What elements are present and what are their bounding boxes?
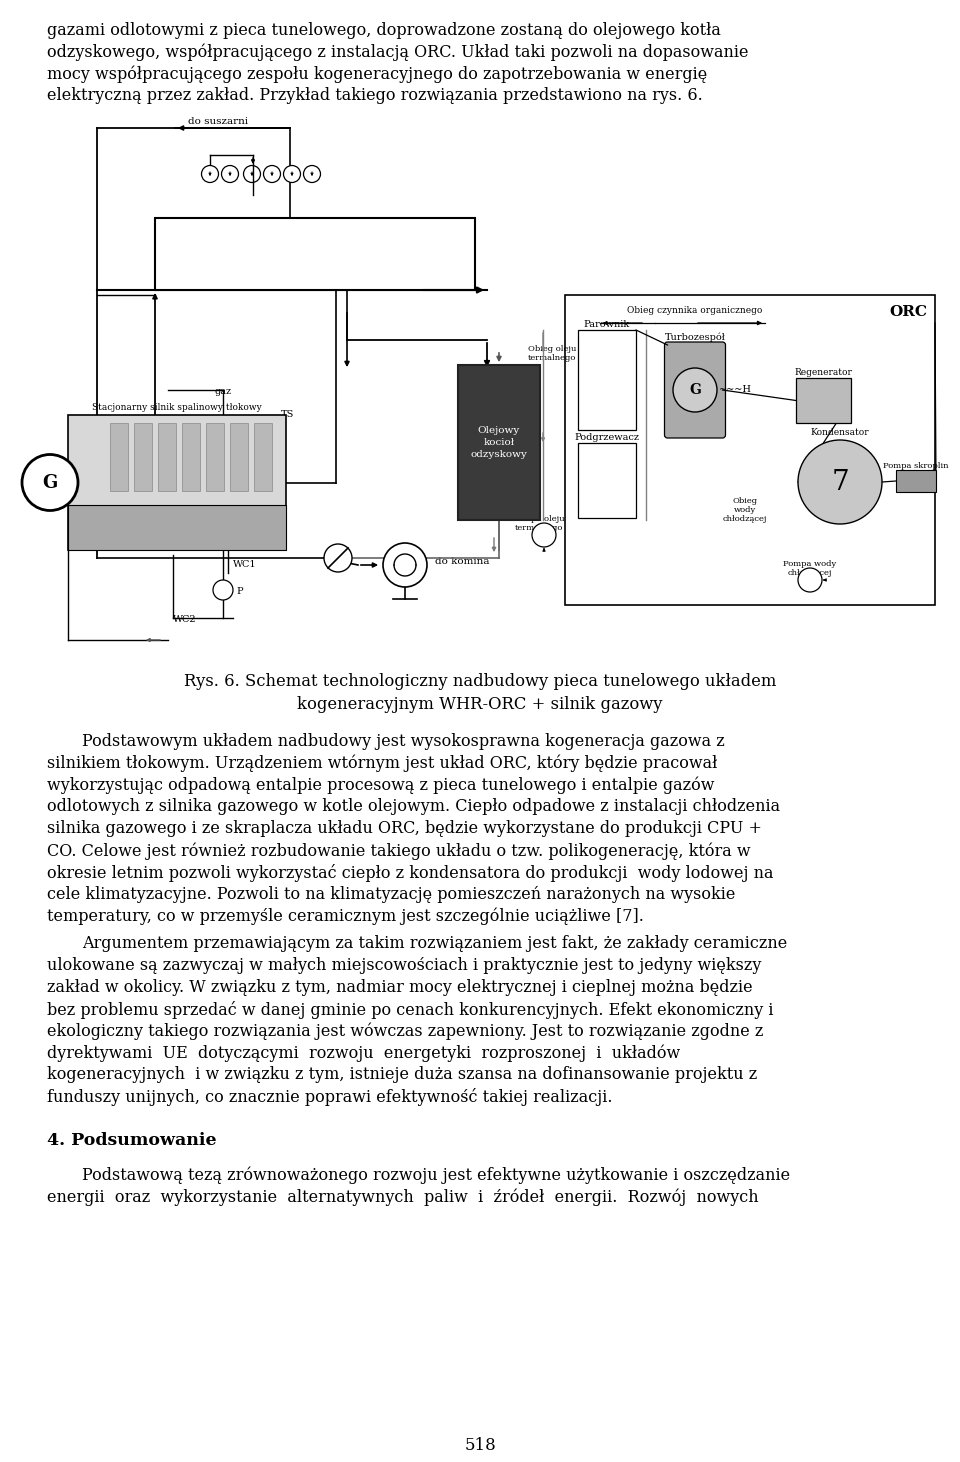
Bar — [896, 469, 936, 493]
Text: do suszarni: do suszarni — [188, 117, 248, 126]
Bar — [578, 330, 636, 430]
Text: kogeneracyjnych  i w związku z tym, istnieje duża szansa na dofinansowanie proje: kogeneracyjnych i w związku z tym, istni… — [47, 1066, 757, 1083]
Text: Podstawową tezą zrównoważonego rozwoju jest efektywne użytkowanie i oszczędzanie: Podstawową tezą zrównoważonego rozwoju j… — [82, 1167, 790, 1184]
Text: Pompa wody
chłodzącej: Pompa wody chłodzącej — [783, 560, 836, 577]
Text: 4. Podsumowanie: 4. Podsumowanie — [47, 1132, 217, 1149]
Text: WC1: WC1 — [233, 560, 256, 569]
Circle shape — [244, 165, 260, 183]
Text: cele klimatyzacyjne. Pozwoli to na klimatyzację pomieszczeń narażonych na wysoki: cele klimatyzacyjne. Pozwoli to na klima… — [47, 886, 735, 902]
Text: silnikiem tłokowym. Urządzeniem wtórnym jest układ ORC, który będzie pracował: silnikiem tłokowym. Urządzeniem wtórnym … — [47, 754, 717, 772]
Bar — [206, 423, 224, 491]
Text: Argumentem przemawiającym za takim rozwiązaniem jest fakt, że zakłady ceramiczne: Argumentem przemawiającym za takim rozwi… — [82, 936, 787, 952]
Text: Obieg czynnika organicznego: Obieg czynnika organicznego — [627, 306, 762, 314]
Text: wykorzystując odpadową entalpie procesową z pieca tunelowego i entalpie gazów: wykorzystując odpadową entalpie procesow… — [47, 776, 714, 794]
Text: Parownik: Parownik — [584, 320, 630, 329]
Bar — [458, 366, 540, 520]
Circle shape — [798, 440, 882, 523]
Bar — [565, 295, 935, 605]
Circle shape — [263, 165, 280, 183]
FancyBboxPatch shape — [664, 342, 726, 439]
Text: ~~~H: ~~~H — [719, 386, 752, 395]
Text: Rys. 6. Schemat technologiczny nadbudowy pieca tunelowego układem: Rys. 6. Schemat technologiczny nadbudowy… — [183, 673, 777, 690]
Text: G: G — [42, 474, 58, 491]
Bar — [182, 423, 200, 491]
Circle shape — [673, 368, 717, 412]
Text: elektryczną przez zakład. Przykład takiego rozwiązania przedstawiono na rys. 6.: elektryczną przez zakład. Przykład takie… — [47, 88, 703, 104]
Circle shape — [532, 523, 556, 547]
Bar — [134, 423, 152, 491]
Text: Pompa skroplin: Pompa skroplin — [883, 462, 948, 469]
Text: gazami odlotowymi z pieca tunelowego, doprowadzone zostaną do olejowego kotła: gazami odlotowymi z pieca tunelowego, do… — [47, 22, 721, 39]
Text: odlotowych z silnika gazowego w kotle olejowym. Ciepło odpadowe z instalacji chł: odlotowych z silnika gazowego w kotle ol… — [47, 798, 780, 816]
Text: Piec: Piec — [296, 238, 334, 257]
Text: temperatury, co w przemyśle ceramicznym jest szczególnie uciążliwe [7].: temperatury, co w przemyśle ceramicznym … — [47, 908, 644, 925]
Text: G: G — [689, 383, 701, 398]
Text: Regenerator: Regenerator — [795, 368, 852, 377]
Text: do komina: do komina — [435, 557, 490, 566]
Text: energii  oraz  wykorzystanie  alternatywnych  paliw  i  źródeł  energii.  Rozwój: energii oraz wykorzystanie alternatywnyc… — [47, 1189, 758, 1206]
Bar — [68, 415, 286, 550]
Text: okresie letnim pozwoli wykorzystać ciepło z kondensatora do produkcji  wody lodo: okresie letnim pozwoli wykorzystać ciepł… — [47, 864, 774, 882]
Text: zakład w okolicy. W związku z tym, nadmiar mocy elektrycznej i cieplnej można bę: zakład w okolicy. W związku z tym, nadmi… — [47, 978, 753, 996]
Bar — [230, 423, 248, 491]
Text: Pompa oleju
termalnego: Pompa oleju termalnego — [514, 515, 564, 532]
Text: Obieg
wody
chłodzącej: Obieg wody chłodzącej — [723, 497, 767, 523]
Text: Obieg oleju
termalnego: Obieg oleju termalnego — [528, 345, 576, 363]
Text: WC2: WC2 — [173, 616, 197, 624]
Bar — [155, 218, 475, 289]
Text: TS: TS — [281, 409, 295, 420]
Text: Kondensator: Kondensator — [810, 428, 870, 437]
Text: ekologiczny takiego rozwiązania jest wówczas zapewniony. Jest to rozwiązanie zgo: ekologiczny takiego rozwiązania jest wów… — [47, 1022, 763, 1039]
Bar — [68, 504, 286, 550]
Circle shape — [202, 165, 219, 183]
Text: Turbozespół: Turbozespół — [664, 333, 726, 342]
Text: kogeneracyjnym WHR-ORC + silnik gazowy: kogeneracyjnym WHR-ORC + silnik gazowy — [298, 696, 662, 713]
Bar — [254, 423, 272, 491]
Circle shape — [283, 165, 300, 183]
Circle shape — [22, 455, 78, 510]
Text: Podstawowym układem nadbudowy jest wysokosprawna kogeneracja gazowa z: Podstawowym układem nadbudowy jest wysok… — [82, 732, 725, 750]
Text: funduszy unijnych, co znacznie poprawi efektywność takiej realizacji.: funduszy unijnych, co znacznie poprawi e… — [47, 1088, 612, 1105]
Bar — [796, 379, 851, 423]
Text: mocy współpracującego zespołu kogeneracyjnego do zapotrzebowania w energię: mocy współpracującego zespołu kogeneracy… — [47, 66, 708, 83]
Text: Podgrzewacz: Podgrzewacz — [574, 433, 639, 442]
Circle shape — [383, 542, 427, 588]
Text: dyrektywami  UE  dotyczącymi  rozwoju  energetyki  rozproszonej  i  układów: dyrektywami UE dotyczącymi rozwoju energ… — [47, 1044, 681, 1061]
Text: CO. Celowe jest również rozbudowanie takiego układu o tzw. polikogenerację, któr: CO. Celowe jest również rozbudowanie tak… — [47, 842, 751, 860]
Text: silnika gazowego i ze skraplacza układu ORC, będzie wykorzystane do produkcji CP: silnika gazowego i ze skraplacza układu … — [47, 820, 762, 838]
Text: ORC: ORC — [889, 306, 927, 319]
Circle shape — [213, 580, 233, 599]
Text: 518: 518 — [464, 1437, 496, 1455]
Text: ulokowane są zazwyczaj w małych miejscowościach i praktycznie jest to jedyny wię: ulokowane są zazwyczaj w małych miejscow… — [47, 958, 761, 974]
Circle shape — [324, 544, 352, 572]
Circle shape — [222, 165, 238, 183]
Bar — [158, 423, 176, 491]
Bar — [110, 423, 128, 491]
Text: P: P — [236, 588, 243, 596]
Text: 7: 7 — [831, 468, 849, 496]
Circle shape — [303, 165, 321, 183]
Bar — [578, 443, 636, 518]
Text: gaz: gaz — [214, 387, 231, 396]
Text: odzyskowego, współpracującego z instalacją ORC. Układ taki pozwoli na dopasowani: odzyskowego, współpracującego z instalac… — [47, 44, 749, 61]
Text: bez problemu sprzedać w danej gminie po cenach konkurencyjnych. Efekt ekonomiczn: bez problemu sprzedać w danej gminie po … — [47, 1000, 774, 1019]
Text: Olejowy
kocioł
odzyskowy: Olejowy kocioł odzyskowy — [470, 427, 527, 459]
Circle shape — [798, 569, 822, 592]
Text: Stacjonarny silnik spalinowy tłokowy: Stacjonarny silnik spalinowy tłokowy — [92, 404, 262, 412]
